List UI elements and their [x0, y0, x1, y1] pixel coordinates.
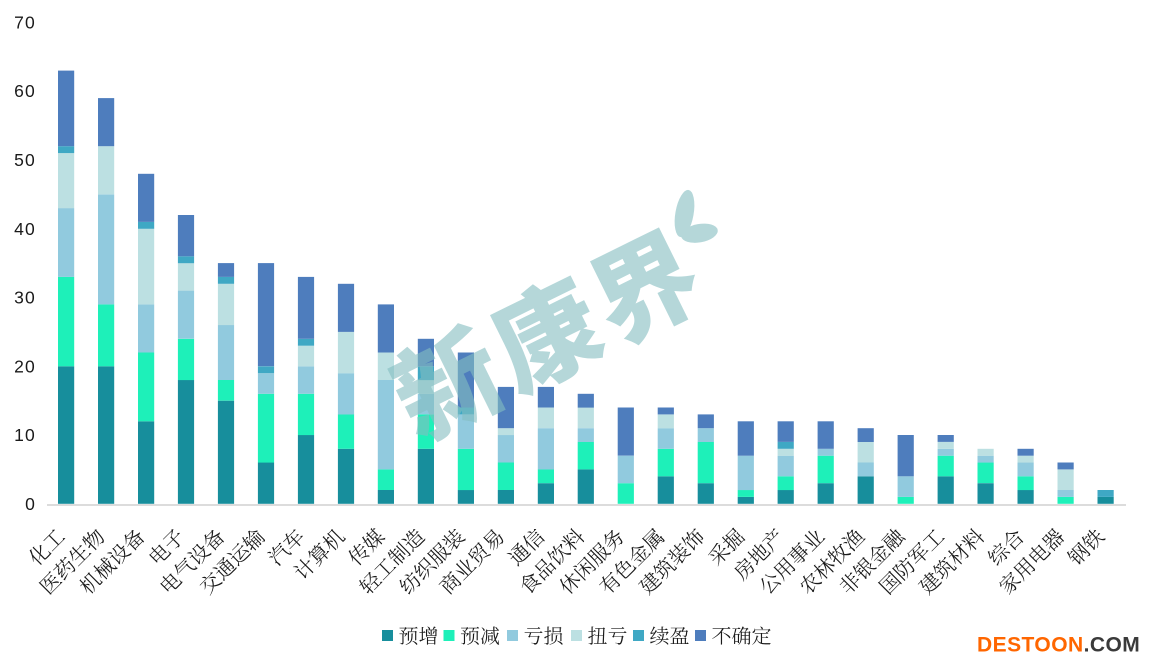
svg-text:40: 40: [14, 219, 36, 239]
svg-text:10: 10: [14, 425, 36, 445]
svg-text:30: 30: [14, 288, 36, 308]
svg-text:70: 70: [14, 13, 36, 33]
svg-text:DESTOON.COM: DESTOON.COM: [977, 634, 1140, 657]
svg-text:50: 50: [14, 150, 36, 170]
svg-text:0: 0: [25, 494, 36, 514]
svg-text:60: 60: [14, 81, 36, 101]
svg-text:20: 20: [14, 356, 36, 376]
